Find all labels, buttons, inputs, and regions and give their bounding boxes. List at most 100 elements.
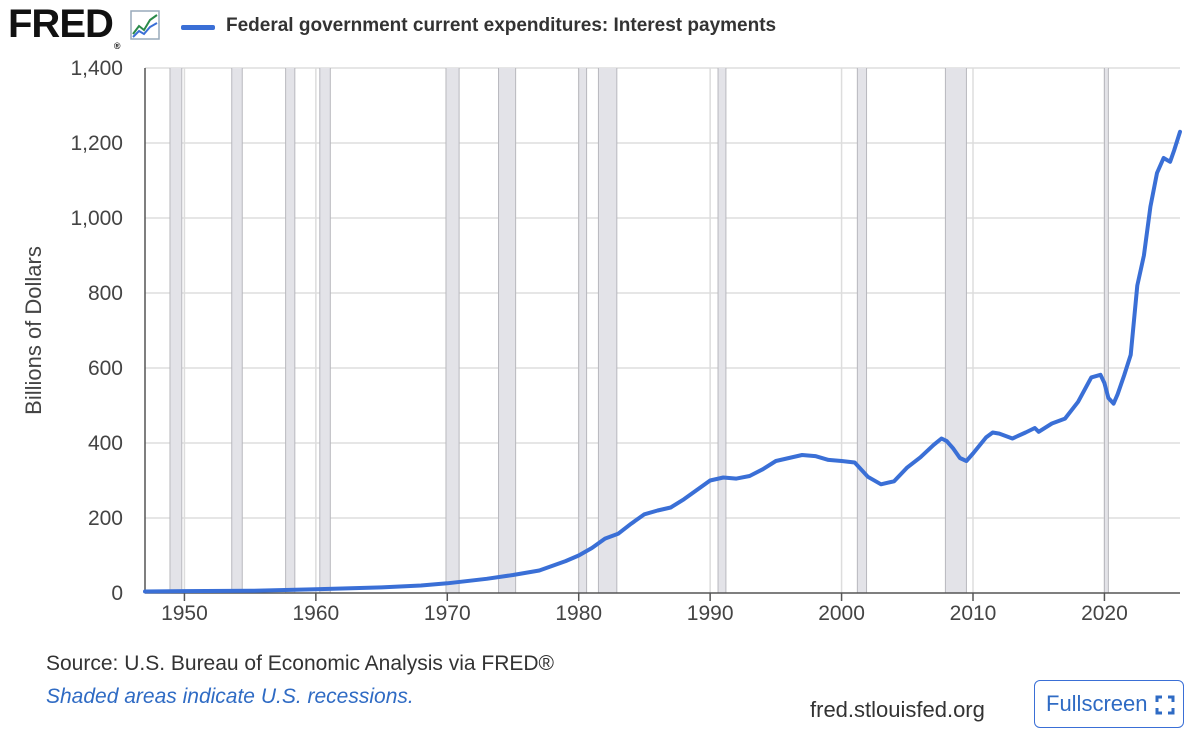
data-point: [958, 456, 962, 460]
data-point: [643, 513, 646, 516]
data-point: [590, 546, 594, 550]
data-point: [695, 488, 699, 492]
data-point: [1178, 130, 1182, 133]
data-point: [971, 452, 975, 455]
chart-header: FRED® Federal government current expendi…: [8, 2, 1188, 51]
data-point: [722, 476, 725, 479]
x-tick-label: 2020: [1081, 602, 1128, 625]
data-point: [800, 453, 804, 457]
data-point: [669, 506, 672, 509]
data-point: [380, 586, 383, 589]
data-point: [1162, 156, 1165, 160]
data-point: [1033, 426, 1036, 430]
data-point: [656, 509, 659, 512]
data-point: [787, 456, 791, 460]
data-point: [932, 443, 935, 447]
data-point: [1024, 431, 1027, 434]
data-point: [577, 554, 580, 557]
series-layer: [143, 129, 1182, 594]
data-point: [616, 532, 620, 535]
axis-layer: [144, 68, 1180, 601]
x-tick-label: 2000: [818, 602, 865, 625]
line-chart-icon: [130, 10, 160, 40]
recession-band: [598, 68, 617, 593]
recession-band: [445, 68, 460, 593]
data-point: [919, 456, 922, 459]
y-tick-label: 1,000: [70, 207, 123, 230]
data-point: [143, 590, 147, 593]
y-tick-label: 200: [88, 507, 123, 530]
x-tick-label: 1960: [292, 602, 339, 625]
data-point: [1076, 400, 1080, 403]
data-point: [991, 431, 994, 434]
data-point: [1122, 374, 1126, 377]
data-point: [485, 577, 488, 580]
y-tick-label: 0: [111, 582, 123, 605]
data-point: [1063, 417, 1067, 420]
x-tick-label: 1970: [424, 602, 471, 625]
recession-band: [319, 68, 331, 593]
y-tick-label: 1,400: [70, 57, 123, 80]
fred-logo[interactable]: FRED®: [8, 2, 120, 51]
data-point: [892, 480, 896, 483]
data-point: [814, 454, 817, 458]
data-point: [1103, 381, 1106, 385]
data-point: [984, 436, 988, 439]
series-line: [143, 129, 1182, 594]
fullscreen-icon: [1155, 695, 1175, 715]
data-point: [735, 477, 738, 480]
data-point: [1149, 205, 1152, 208]
recession-band: [169, 68, 182, 593]
site-url[interactable]: fred.stlouisfed.org: [810, 697, 985, 722]
x-tick-label: 1990: [687, 602, 734, 625]
legend-swatch: [181, 25, 215, 30]
recession-band: [945, 68, 967, 593]
data-point: [708, 479, 712, 482]
data-point: [998, 432, 1001, 435]
data-point: [827, 458, 830, 462]
recession-band: [857, 68, 867, 593]
y-tick-label: 800: [88, 282, 123, 305]
data-point: [1099, 373, 1102, 376]
data-point: [853, 461, 856, 464]
data-point: [906, 466, 909, 469]
fullscreen-label: Fullscreen: [1046, 691, 1148, 716]
data-point: [682, 498, 686, 501]
fullscreen-button[interactable]: Fullscreen: [1034, 680, 1184, 728]
data-point: [1050, 422, 1054, 425]
fred-logo-text: FRED: [8, 2, 114, 46]
recession-note: Shaded areas indicate U.S. recessions.: [46, 685, 414, 708]
data-point: [940, 437, 943, 440]
data-point: [1136, 284, 1139, 287]
data-point: [183, 589, 186, 593]
data-point: [603, 537, 607, 540]
data-point: [564, 559, 567, 563]
data-point: [879, 483, 883, 486]
y-tick-label: 400: [88, 432, 123, 455]
line-chart: 0 200 400 600 800 1,000 1,200 1,400 1950 1960 1970…: [21, 57, 1182, 625]
label-layer: 0 200 400 600 800 1,000 1,200 1,400 1950 1960 1970…: [21, 57, 1128, 625]
data-point: [511, 573, 515, 577]
data-point: [630, 522, 633, 525]
data-point: [945, 439, 948, 443]
y-tick-label: 1,200: [70, 132, 123, 155]
recession-band: [578, 68, 587, 593]
data-point: [1090, 376, 1093, 379]
data-point: [1037, 430, 1040, 433]
data-point: [314, 588, 318, 591]
data-point: [965, 459, 968, 463]
data-point: [419, 584, 423, 587]
data-point: [1116, 393, 1119, 396]
recession-band: [285, 68, 295, 593]
data-point: [1129, 353, 1132, 357]
data-point: [952, 447, 955, 450]
data-point: [1155, 171, 1159, 175]
recession-band: [1104, 68, 1109, 593]
data-point: [840, 459, 843, 463]
data-point: [1107, 396, 1110, 400]
recession-band: [718, 68, 726, 593]
data-point: [748, 474, 751, 478]
recession-band: [498, 68, 516, 593]
y-tick-label: 600: [88, 357, 123, 380]
data-point: [761, 468, 764, 471]
